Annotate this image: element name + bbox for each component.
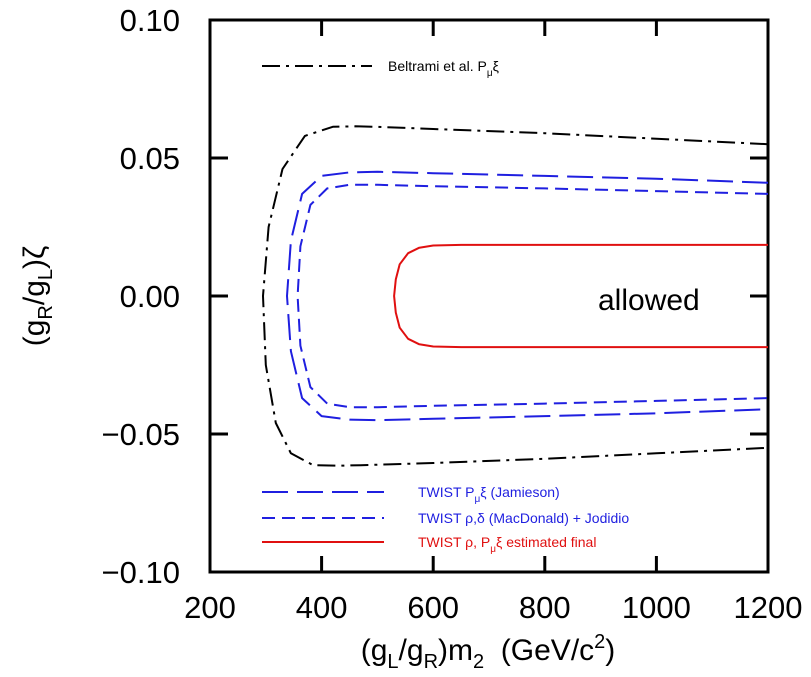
x-tick-label: 200	[184, 590, 236, 625]
x-tick-label: 800	[519, 590, 571, 625]
series-beltrami-curve	[262, 125, 769, 467]
legend-label-final: TWIST ρ, Pμξ estimated final	[418, 534, 596, 555]
legend-label-beltrami: Beltrami et al. Pμξ	[388, 58, 499, 79]
legend-bottom: TWIST Pμξ (Jamieson) TWIST ρ,δ (MacDonal…	[262, 484, 629, 555]
y-tick-label: −0.10	[102, 555, 180, 590]
y-tick-labels: −0.10 −0.05 0.00 0.05 0.10	[102, 3, 180, 590]
y-axis-title: (gR/gL)ζ	[18, 246, 57, 347]
series-final-curve	[393, 243, 768, 349]
legend-label-jamieson: TWIST Pμξ (Jamieson)	[418, 484, 560, 505]
allowed-annotation: allowed	[598, 284, 700, 317]
x-tick-label: 600	[407, 590, 459, 625]
x-tick-label: 1000	[622, 590, 691, 625]
legend-top: Beltrami et al. Pμξ	[262, 58, 499, 79]
x-axis-title: (gL/gR)m2 (GeV/c2)	[361, 631, 616, 673]
x-tick-label: 400	[296, 590, 348, 625]
x-tick-labels: 200 400 600 800 1000 1200	[184, 590, 802, 625]
y-tick-label: −0.05	[102, 417, 180, 452]
series-jamieson-curve	[286, 170, 769, 422]
series-layer	[262, 125, 769, 467]
y-tick-label: 0.10	[120, 3, 180, 38]
axis-ticks	[210, 20, 768, 572]
legend-label-macdonald: TWIST ρ,δ (MacDonald) + Jodidio	[418, 510, 629, 526]
y-tick-label: 0.05	[120, 141, 180, 176]
y-tick-label: 0.00	[120, 279, 180, 314]
x-tick-label: 1200	[734, 590, 803, 625]
